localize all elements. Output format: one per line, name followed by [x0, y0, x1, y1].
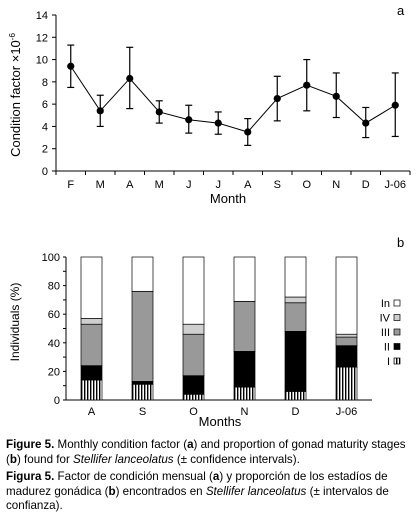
chart-a-x-tick-label: N [332, 179, 340, 191]
chart-b-y-tick-label: 100 [42, 252, 60, 264]
chart-b-bar-segment-i [182, 393, 205, 401]
chart-a-x-tick-label: D [362, 179, 370, 191]
chart-b-bar-segment-iv [335, 333, 358, 338]
chart-a-x-axis-label: Month [210, 191, 246, 206]
chart-a-x-tick-label: J-06 [385, 179, 406, 191]
chart-b-legend-swatch [393, 357, 401, 365]
chart-b-bar-segment-iv [182, 323, 205, 335]
chart-a-x-tick-label: M [96, 179, 105, 191]
chart-b-x-tick-label: O [189, 406, 198, 418]
chart-a-y-tick-label: 0 [42, 166, 48, 178]
chart-a-data-point [362, 119, 370, 127]
chart-b-y-tick-label: 20 [48, 366, 60, 378]
chart-b-bar-segment-i [233, 386, 256, 401]
caption-es-species: Stellifer lanceolatus [205, 484, 307, 498]
chart-b-bar-segment-in [233, 256, 256, 302]
chart-b-x-tick-label: A [88, 406, 96, 418]
chart-b-x-tick-label: D [292, 406, 300, 418]
chart-b-y-tick-label: 40 [48, 338, 60, 350]
chart-a-x-tick-label: O [302, 179, 311, 191]
chart-a-series-line [70, 65, 396, 133]
chart-a-x-tick-label: M [155, 179, 164, 191]
chart-b-legend-swatch [393, 343, 401, 350]
chart-a-x-tick-label: F [67, 179, 74, 191]
chart-a-y-tick-label: 8 [42, 77, 48, 89]
chart-b-bar-segment-iii [233, 300, 256, 352]
caption-en-figure-number: Figure 5. [6, 438, 55, 451]
chart-b-bar-segment-iii [131, 290, 154, 382]
chart-b-bar-segment-in [284, 256, 307, 298]
chart-a-y-tick-label: 2 [42, 144, 48, 156]
condition-factor-chart: a Condition factor ×10-6 Month 0 2 4 6 8 10 12… [8, 3, 411, 206]
chart-a-y-tick-label: 12 [36, 32, 48, 44]
figure-caption-spanish: Figura 5. Factor de condición mensual (a… [6, 470, 389, 513]
chart-b-bar-segment-ii [182, 375, 205, 395]
chart-b-bar-segment-ii [335, 345, 358, 368]
chart-a-x-tick-label: A [126, 179, 134, 191]
chart-a-x-tick-label: J [186, 179, 192, 191]
chart-b-bar-segment-ii [233, 351, 256, 388]
chart-b-legend-label: II [384, 342, 390, 354]
chart-b-bar-segment-iv [284, 296, 307, 304]
chart-a-data-point [332, 92, 340, 100]
chart-b-bar-segment-iv [80, 318, 103, 325]
chart-b-x-tick-label: N [241, 406, 249, 418]
chart-a-data-point [303, 81, 311, 89]
chart-a-y-axis-label: Condition factor ×10-6 [8, 33, 23, 157]
figure-caption-english: Figure 5. Monthly condition factor (a) a… [6, 438, 406, 466]
chart-b-x-tick-label: S [139, 406, 146, 418]
chart-a-data-point [155, 108, 163, 116]
chart-b-x-tick-label: J-06 [336, 406, 357, 418]
chart-b-bar-segment-ii [284, 331, 307, 392]
chart-b-bar-segment-iii [182, 333, 205, 377]
chart-b-y-tick-label: 60 [48, 309, 60, 321]
chart-a-data-point [126, 74, 134, 83]
chart-b-bar-segment-in [131, 256, 154, 292]
chart-b-bar-segment-ii [131, 381, 154, 385]
chart-a-y-tick-label: 10 [36, 55, 48, 67]
chart-b-bar-segment-i [131, 383, 154, 401]
chart-a-data-point [244, 128, 252, 136]
chart-b-y-tick-label: 0 [54, 395, 60, 407]
chart-a-y-tick-label: 6 [42, 99, 48, 111]
chart-a-x-tick-label: A [244, 179, 252, 191]
chart-a-panel-label: a [397, 3, 405, 18]
chart-a-y-tick-label: 4 [42, 121, 48, 133]
chart-b-legend-label: IV [380, 313, 391, 325]
chart-b-bar-segment-iii [335, 336, 358, 347]
chart-a-data-point [273, 94, 281, 103]
chart-b-bar-segment-i [284, 391, 307, 401]
chart-b-bar-segment-iii [284, 302, 307, 332]
chart-b-y-axis-label: Individuals (%) [8, 283, 22, 362]
chart-b-panel-label: b [397, 236, 404, 250]
chart-b-bar-segment-in [182, 256, 205, 325]
caption-en-species: Stellifer lanceolatus [73, 452, 174, 466]
chart-b-bar-segment-ii [80, 365, 103, 381]
chart-b-legend-label: In [381, 298, 390, 310]
chart-b-bar-segment-in [80, 256, 103, 319]
chart-a-data-point [185, 116, 193, 124]
chart-b-bar-segment-iii [80, 323, 103, 367]
chart-a-y-tick-label: 14 [36, 10, 48, 22]
chart-a-x-tick-label: S [274, 179, 281, 191]
chart-a-data-point [96, 107, 104, 115]
chart-a-x-tick-label: J [216, 179, 222, 191]
chart-b-legend-label: III [381, 327, 390, 339]
maturity-stages-chart: b Individuals (%) Months 0 20 40 60 80 100 A S O… [8, 236, 404, 429]
chart-b-y-tick-label: 80 [48, 281, 60, 293]
chart-b-x-axis-label: Months [199, 414, 242, 429]
chart-a-data-point [67, 62, 75, 70]
chart-b-legend-swatch [393, 299, 401, 307]
chart-b-legend-label: I [387, 356, 390, 368]
chart-b-legend-swatch [393, 328, 401, 336]
chart-b-bar-segment-in [335, 256, 358, 335]
chart-b-legend-swatch [393, 314, 401, 321]
caption-es-figure-number: Figura 5. [6, 470, 55, 483]
chart-b-bar-segment-i [80, 379, 103, 401]
chart-a-data-point [214, 119, 222, 127]
chart-a-data-point [391, 101, 399, 109]
chart-b-bar-segment-i [335, 366, 358, 401]
